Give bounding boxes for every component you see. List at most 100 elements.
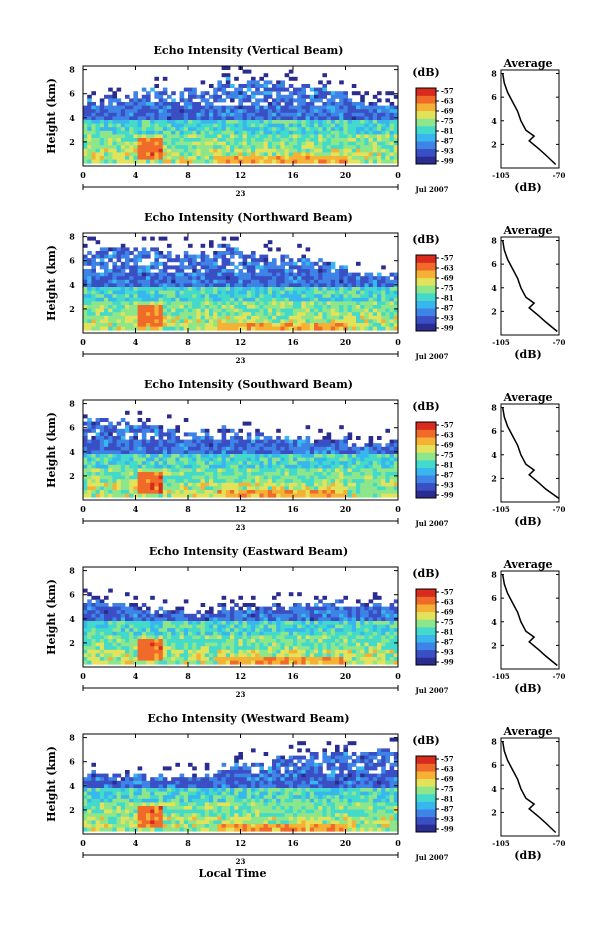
heatmap-cell <box>221 120 227 124</box>
heatmap-cell <box>192 283 197 288</box>
heatmap-cell <box>225 279 231 284</box>
heatmap-cell <box>230 123 235 128</box>
heatmap-cell <box>293 301 298 306</box>
heatmap-cell <box>309 116 315 121</box>
heatmap-cell <box>108 421 113 426</box>
heatmap-cell <box>360 112 365 117</box>
heatmap-cell <box>372 130 378 135</box>
heatmap-cell <box>221 479 227 484</box>
heatmap-cell <box>356 283 361 288</box>
heatmap-cell <box>171 468 176 473</box>
heatmap-cell <box>154 290 159 295</box>
heatmap-cell <box>372 472 378 476</box>
heatmap-cell <box>213 305 218 309</box>
heatmap-cell <box>221 269 227 273</box>
heatmap-cell <box>251 493 256 498</box>
heatmap-cell <box>318 312 323 317</box>
heatmap-cell <box>309 261 315 266</box>
heatmap-cell <box>284 120 290 124</box>
heatmap-cell <box>209 258 214 263</box>
heatmap-cell <box>104 105 109 110</box>
heatmap-cell <box>99 486 105 491</box>
heatmap-cell <box>154 624 159 629</box>
heatmap-cell <box>309 468 315 473</box>
heatmap-cell <box>158 323 164 327</box>
heatmap-cell <box>125 653 130 658</box>
heatmap-cell <box>381 138 386 142</box>
heatmap-cell <box>116 446 122 451</box>
heatmap-cell <box>293 148 298 153</box>
heatmap-cell <box>146 112 151 117</box>
heatmap-cell <box>171 443 176 448</box>
heatmap-cell <box>213 258 218 263</box>
heatmap-cell <box>137 479 143 484</box>
heatmap-cell <box>108 468 113 473</box>
heatmap-cell <box>150 102 155 106</box>
heatmap-cell <box>179 617 185 622</box>
heatmap-cell <box>368 272 374 277</box>
heatmap-cell <box>238 91 243 96</box>
heatmap-cell <box>217 279 222 284</box>
heatmap-cell <box>99 490 105 494</box>
heatmap-cell <box>129 603 134 607</box>
heatmap-cell <box>263 315 269 320</box>
heatmap-cell <box>108 120 113 124</box>
heatmap-cell <box>99 624 105 629</box>
heatmap-cell <box>175 326 180 331</box>
heatmap-cell <box>356 130 361 135</box>
heatmap-cell <box>360 472 365 476</box>
heatmap-cell <box>335 486 340 491</box>
heatmap-cell <box>150 490 155 494</box>
heatmap-cell <box>347 130 353 135</box>
heatmap-cell <box>158 617 164 622</box>
heatmap-cell <box>242 468 248 473</box>
heatmap-cell <box>192 315 197 320</box>
heatmap-cell <box>322 290 327 295</box>
heatmap-cell <box>120 486 126 491</box>
heatmap-cell <box>339 272 344 277</box>
heatmap-cell <box>141 269 147 273</box>
heatmap-cell <box>116 145 122 150</box>
heatmap-cell <box>116 635 122 640</box>
heatmap-cell <box>146 123 151 128</box>
heatmap-cell <box>326 443 332 448</box>
heatmap-cell <box>104 425 109 430</box>
heatmap-cell <box>234 482 239 487</box>
heatmap-cell <box>305 425 311 430</box>
heatmap-cell <box>251 439 256 444</box>
heatmap-cell <box>272 102 277 106</box>
heatmap-cell <box>330 148 336 153</box>
heatmap-cell <box>162 628 168 633</box>
heatmap-cell <box>188 279 193 284</box>
heatmap-cell <box>188 649 193 654</box>
heatmap-cell <box>83 610 88 615</box>
heatmap-cell <box>305 290 311 295</box>
heatmap-cell <box>368 443 374 448</box>
heatmap-cell <box>200 159 206 164</box>
heatmap-cell <box>162 148 168 153</box>
heatmap-cell <box>146 116 151 121</box>
heatmap-cell <box>167 315 172 320</box>
heatmap-cell <box>183 646 189 651</box>
heatmap-cell <box>259 276 264 281</box>
heatmap-cell <box>146 276 151 281</box>
heatmap-cell <box>183 613 189 618</box>
heatmap-cell <box>272 308 277 313</box>
heatmap-cell <box>129 120 134 124</box>
heatmap-cell <box>83 624 88 629</box>
heatmap-cell <box>91 472 96 476</box>
heatmap-cell <box>305 102 311 106</box>
heatmap-cell <box>330 482 336 487</box>
heatmap-cell <box>171 105 176 110</box>
heatmap-cell <box>99 134 105 139</box>
heatmap-cell <box>150 109 155 114</box>
heatmap-cell <box>221 315 227 320</box>
heatmap-cell <box>146 617 151 622</box>
heatmap-cell <box>255 84 260 88</box>
heatmap-cell <box>95 613 101 618</box>
heatmap-cell <box>83 283 88 288</box>
heatmap-cell <box>242 308 248 313</box>
heatmap-cell <box>385 159 390 164</box>
heatmap-cell <box>335 326 340 331</box>
heatmap-cell <box>385 479 390 484</box>
